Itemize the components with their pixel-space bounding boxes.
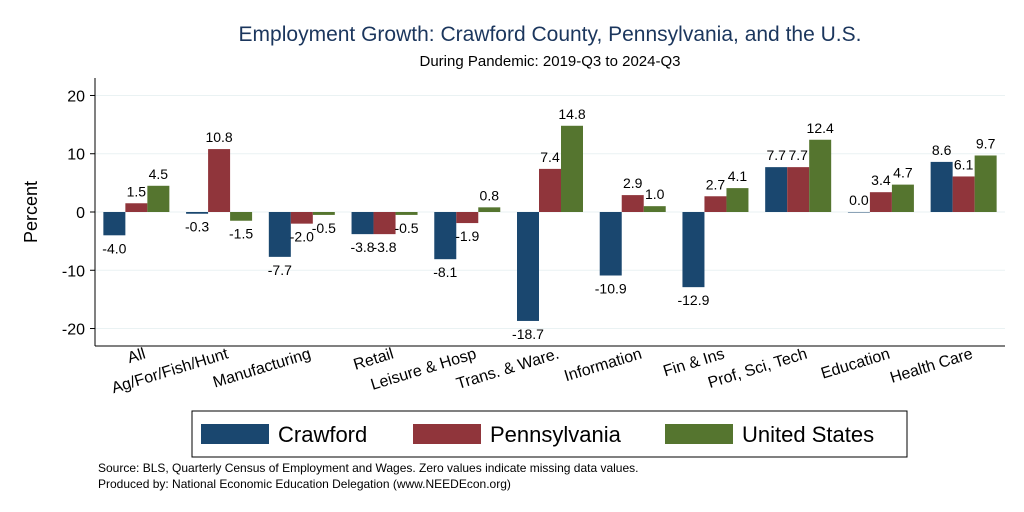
bar-pennsylvania <box>208 149 231 212</box>
legend-swatch-united-states <box>665 424 733 444</box>
producer-note: Produced by: National Economic Education… <box>98 477 511 491</box>
bar-crawford <box>351 212 374 235</box>
data-label: -12.9 <box>677 292 709 308</box>
data-label: -3.8 <box>372 239 396 255</box>
data-label: 14.8 <box>558 106 585 122</box>
bar-crawford <box>847 212 870 213</box>
bar-united-states <box>147 185 170 212</box>
data-label: 7.4 <box>540 149 560 165</box>
bar-united-states <box>891 184 914 212</box>
y-tick-label: -10 <box>62 263 85 280</box>
bar-united-states <box>809 139 832 212</box>
bar-pennsylvania <box>125 203 148 212</box>
data-label: -0.5 <box>394 220 418 236</box>
bar-crawford <box>930 161 953 212</box>
source-note: Source: BLS, Quarterly Census of Employm… <box>98 461 638 475</box>
data-label: 1.5 <box>127 183 147 199</box>
data-label: 9.7 <box>976 135 996 151</box>
data-label: 0.0 <box>849 192 869 208</box>
data-label: -18.7 <box>512 326 544 342</box>
bar-pennsylvania <box>621 195 644 212</box>
bar-united-states <box>974 155 997 212</box>
data-label: 1.0 <box>645 186 665 202</box>
bar-united-states <box>726 188 749 212</box>
data-label: -0.3 <box>185 219 209 235</box>
bar-pennsylvania <box>373 212 396 235</box>
y-tick-label: 10 <box>67 147 85 164</box>
bar-pennsylvania <box>869 192 892 212</box>
data-label: -3.8 <box>350 239 374 255</box>
legend-label: Pennsylvania <box>490 422 622 447</box>
y-tick-label: 0 <box>76 205 85 222</box>
y-axis-title: Percent <box>21 181 41 243</box>
legend-box <box>191 410 908 458</box>
legend-swatch-pennsylvania <box>413 424 481 444</box>
bar-pennsylvania <box>704 196 727 212</box>
legend-label: Crawford <box>278 422 367 447</box>
bar-pennsylvania <box>952 176 975 212</box>
data-label: 4.7 <box>893 165 913 181</box>
bar-united-states <box>312 212 335 215</box>
bar-united-states <box>561 125 583 212</box>
bar-crawford <box>268 212 291 257</box>
bar-united-states <box>395 212 418 215</box>
data-label: 3.4 <box>871 172 891 188</box>
chart-title: Employment Growth: Crawford County, Penn… <box>239 23 862 46</box>
data-label: 6.1 <box>954 156 974 172</box>
bar-crawford <box>682 212 705 288</box>
bar-pennsylvania <box>290 212 313 224</box>
data-label: 10.8 <box>205 129 232 145</box>
y-tick-label: -20 <box>62 322 85 339</box>
bar-crawford <box>765 167 788 212</box>
data-label: -8.1 <box>433 264 457 280</box>
bar-crawford <box>186 212 209 214</box>
chart-subtitle: During Pandemic: 2019-Q3 to 2024-Q3 <box>420 53 681 70</box>
data-label: -1.9 <box>455 228 479 244</box>
legend: Crawford Pennsylvania United States <box>191 410 908 458</box>
data-label: 7.7 <box>766 147 786 163</box>
legend-swatch-crawford <box>201 424 269 444</box>
bar-pennsylvania <box>787 167 810 212</box>
bar-crawford <box>517 212 539 321</box>
x-tick-label: All <box>126 346 148 367</box>
data-label: 4.5 <box>149 166 169 182</box>
bar-pennsylvania <box>456 212 479 224</box>
bar-crawford <box>434 212 457 260</box>
bar-united-states <box>230 212 253 221</box>
bar-pennsylvania <box>539 168 561 212</box>
data-label: 2.7 <box>706 176 726 192</box>
data-label: 7.7 <box>788 147 808 163</box>
data-label: 2.9 <box>623 175 643 191</box>
bar-united-states <box>643 206 666 212</box>
data-label: 4.1 <box>728 168 748 184</box>
data-label: 0.8 <box>480 187 500 203</box>
data-label: -0.5 <box>312 220 336 236</box>
data-label: -2.0 <box>290 229 314 245</box>
y-tick-label: 20 <box>67 88 85 105</box>
bar-crawford <box>599 212 622 276</box>
data-label: -1.5 <box>229 226 253 242</box>
bar-crawford <box>103 212 126 236</box>
bar-united-states <box>478 207 501 212</box>
data-label: -4.0 <box>102 240 126 256</box>
data-label: -7.7 <box>268 262 292 278</box>
data-label: -10.9 <box>595 281 627 297</box>
data-label: 12.4 <box>807 120 834 136</box>
data-label: 8.6 <box>932 142 952 158</box>
legend-label: United States <box>742 422 874 447</box>
